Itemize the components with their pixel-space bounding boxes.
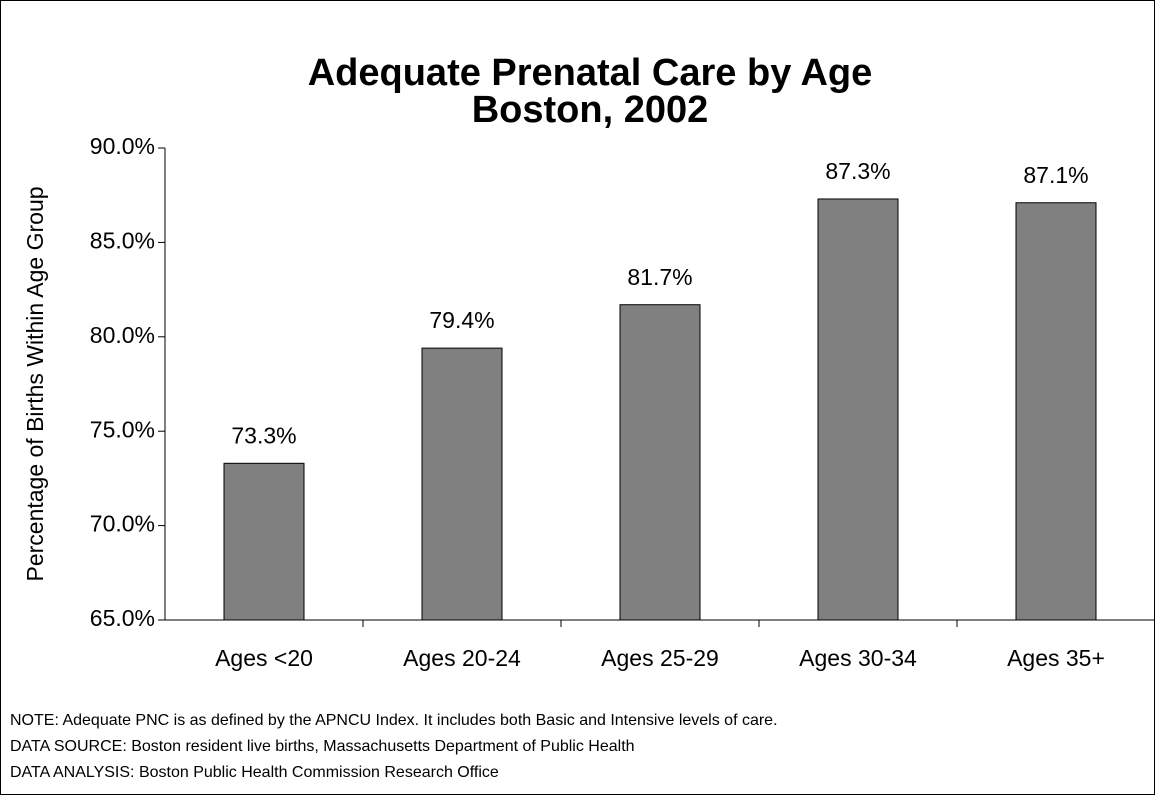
chart-title: Adequate Prenatal Care by Age (308, 52, 873, 94)
x-tick-label: Ages <20 (215, 645, 313, 671)
x-tick-label: Ages 25-29 (601, 645, 719, 671)
chart-subtitle: Boston, 2002 (472, 89, 709, 131)
note: DATA ANALYSIS: Boston Public Health Comm… (10, 764, 499, 781)
bar (223, 462, 305, 621)
y-tick-label: 90.0% (90, 133, 155, 159)
y-tick-label: 80.0% (90, 322, 155, 348)
y-tick-label: 85.0% (90, 227, 155, 253)
value-label: 87.1% (1023, 162, 1088, 188)
value-label: 87.3% (825, 158, 890, 184)
note: NOTE: Adequate PNC is as defined by the … (10, 712, 778, 729)
note: DATA SOURCE: Boston resident live births… (10, 738, 635, 755)
x-tick-label: Ages 20-24 (403, 645, 521, 671)
value-label: 79.4% (429, 307, 494, 333)
x-tick-label: Ages 30-34 (799, 645, 917, 671)
y-tick-label: 65.0% (90, 605, 155, 631)
bar (1015, 202, 1097, 621)
x-tick-label: Ages 35+ (1007, 645, 1105, 671)
bar (817, 198, 899, 621)
value-label: 73.3% (231, 422, 296, 448)
y-tick-label: 70.0% (90, 511, 155, 537)
bar (421, 347, 503, 621)
y-axis-label: Percentage of Births Within Age Group (22, 186, 48, 581)
value-label: 81.7% (627, 264, 692, 290)
y-tick-label: 75.0% (90, 416, 155, 442)
bar (619, 304, 701, 621)
